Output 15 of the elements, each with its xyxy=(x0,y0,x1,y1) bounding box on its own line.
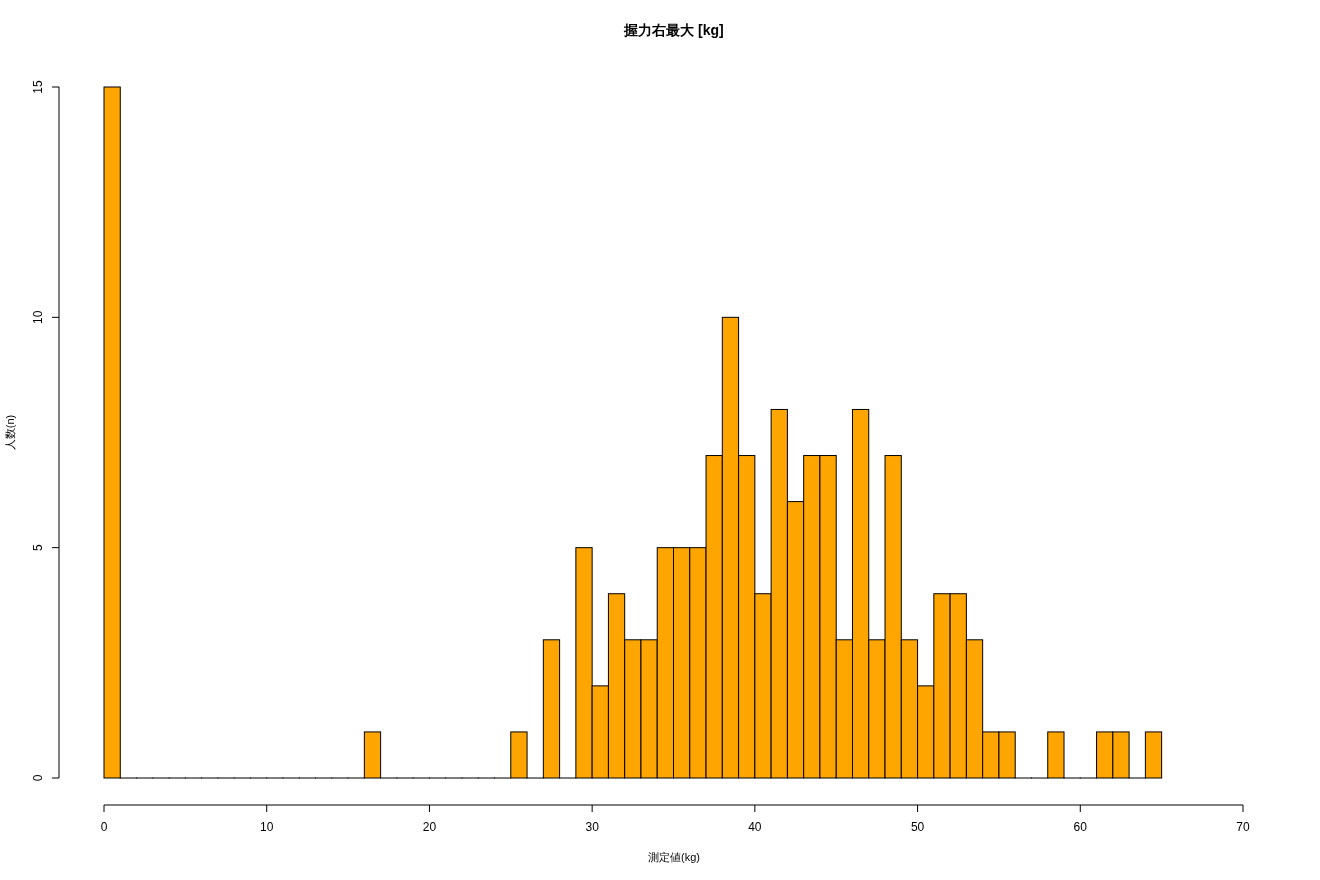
y-tick-label: 15 xyxy=(31,80,45,94)
y-tick-label: 10 xyxy=(31,310,45,325)
x-tick-label: 20 xyxy=(422,820,437,834)
y-tick-label: 5 xyxy=(31,544,45,552)
x-tick-label: 60 xyxy=(1073,820,1088,834)
x-tick-label: 30 xyxy=(585,820,600,834)
x-tick-label: 10 xyxy=(260,820,274,834)
y-axis-title: 人数(n) xyxy=(4,414,16,451)
y-tick-label: 0 xyxy=(31,774,45,782)
x-tick-label: 50 xyxy=(910,820,925,834)
x-tick-label: 0 xyxy=(100,820,108,834)
x-axis-title: 測定値(kg) xyxy=(648,851,700,863)
x-tick-label: 70 xyxy=(1236,820,1250,834)
chart-title: 握力右最大 [kg] xyxy=(623,22,724,38)
x-tick-label: 40 xyxy=(748,820,762,834)
